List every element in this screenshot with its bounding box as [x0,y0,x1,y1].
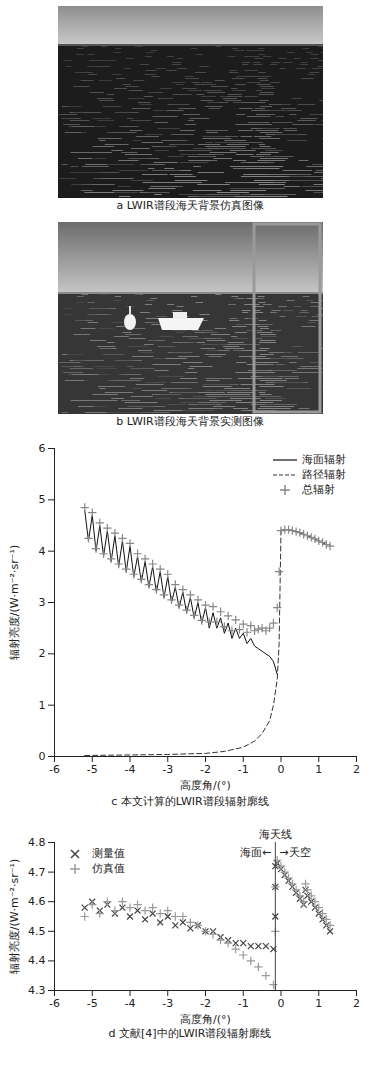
svg-text:4.8: 4.8 [28,836,46,849]
svg-text:辐射亮度/(W·m⁻²·sr⁻¹): 辐射亮度/(W·m⁻²·sr⁻¹) [8,545,21,661]
svg-text:-1: -1 [238,997,249,1010]
svg-text:高度角/(°): 高度角/(°) [180,779,231,792]
html-text:d 文献[4]中的LWIR谱段辐射廓线: d 文献[4]中的LWIR谱段辐射廓线 [108,1027,272,1040]
svg-text:-5: -5 [87,763,98,776]
svg-text:-5: -5 [87,997,98,1010]
svg-text:辐射亮度/(W·m⁻²·sr⁻¹): 辐射亮度/(W·m⁻²·sr⁻¹) [8,859,21,975]
svg-text:2: 2 [39,647,46,660]
svg-text:4.6: 4.6 [28,895,46,908]
svg-text:4.3: 4.3 [28,984,46,997]
html-text:c 本文计算的LWIR谱段辐射廓线: c 本文计算的LWIR谱段辐射廓线 [111,795,269,808]
svg-text:0: 0 [39,750,46,763]
svg-text:-6: -6 [49,997,60,1010]
svg-text:-1: -1 [238,763,249,776]
svg-text:-4: -4 [125,763,136,776]
html-text:海面辐射: 海面辐射 [302,453,346,466]
html-text:b LWIR谱段海天背景实测图像: b LWIR谱段海天背景实测图像 [116,415,264,428]
svg-text:4.5: 4.5 [28,925,46,938]
svg-text:-4: -4 [125,997,136,1010]
svg-text:2: 2 [353,997,360,1010]
svg-text:-2: -2 [200,997,211,1010]
html-text:测量值: 测量值 [92,847,125,860]
svg-text:5: 5 [39,493,46,506]
svg-text:-3: -3 [162,997,173,1010]
svg-text:1: 1 [315,763,322,776]
svg-text:1: 1 [39,699,46,712]
svg-text:4.4: 4.4 [28,954,46,967]
svg-text:4.7: 4.7 [28,866,46,879]
html-text:仿真值: 仿真值 [92,862,125,875]
html-text:a LWIR谱段海天背景仿真图像: a LWIR谱段海天背景仿真图像 [116,199,264,212]
svg-text:0: 0 [278,997,285,1010]
svg-text:0: 0 [278,763,285,776]
svg-text:3: 3 [39,596,46,609]
svg-text:→天空: →天空 [279,846,310,859]
svg-text:-3: -3 [162,763,173,776]
svg-text:4: 4 [39,545,46,558]
svg-text:1: 1 [315,997,322,1010]
html-text:总辐射: 总辐射 [302,483,335,496]
svg-text:海面←: 海面← [240,846,271,859]
svg-text:-2: -2 [200,763,211,776]
svg-text:6: 6 [39,442,46,455]
svg-text:海天线: 海天线 [259,828,292,841]
svg-text:2: 2 [353,763,360,776]
svg-text:-6: -6 [49,763,60,776]
svg-text:高度角/(°): 高度角/(°) [180,1013,231,1026]
html-text:路径辐射: 路径辐射 [302,468,346,481]
